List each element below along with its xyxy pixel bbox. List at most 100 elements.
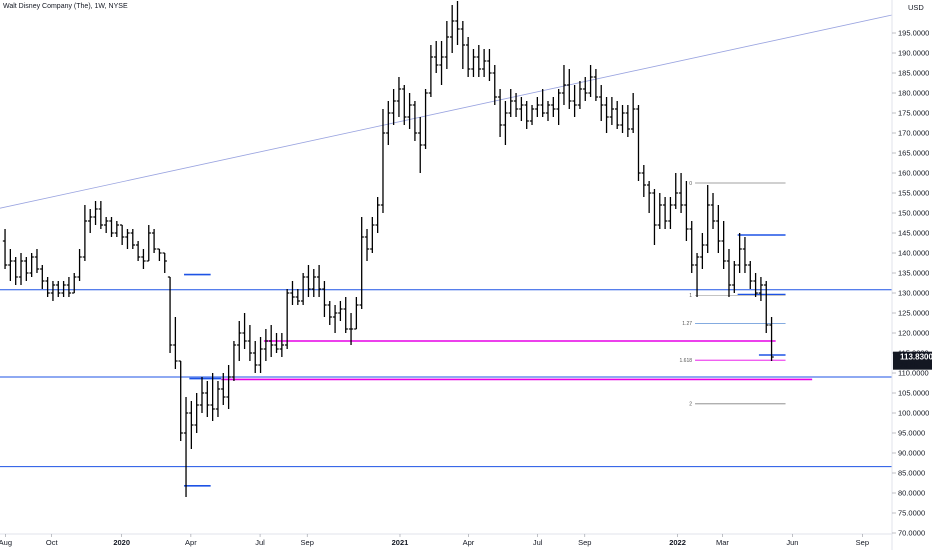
chart-title: Walt Disney Company (The), 1W, NYSE [3, 3, 128, 10]
ohlc-bar [274, 333, 279, 353]
ohlc-bar [354, 297, 359, 330]
ohlc-bar [375, 197, 380, 233]
ohlc-bar [189, 401, 194, 449]
ohlc-bar [545, 101, 551, 121]
y-tick-label: 195.0000 [898, 29, 929, 38]
ohlc-bar [418, 117, 423, 173]
ohlc-bar [508, 89, 513, 117]
ohlc-bar [439, 41, 444, 85]
ohlc-bar [556, 89, 561, 125]
y-tick-label: 105.0000 [898, 389, 929, 398]
ohlc-bar [34, 249, 40, 273]
ohlc-bar [577, 81, 583, 109]
y-tick-label: 150.0000 [898, 209, 929, 218]
ohlc-bar [72, 273, 77, 294]
y-tick-label: 100.0000 [898, 409, 929, 418]
ohlc-bar [625, 105, 631, 137]
ohlc-bar [599, 85, 604, 121]
x-tick-label: Sep [856, 538, 869, 547]
ohlc-bar [519, 97, 524, 121]
y-tick-label: 75.0000 [898, 509, 925, 518]
x-tick-label: 2021 [392, 538, 409, 547]
ohlc-bar [423, 89, 428, 149]
ohlc-bar [61, 281, 66, 297]
bar-countdown: 2d 6h [900, 363, 918, 370]
ohlc-bar [103, 217, 109, 233]
ohlc-bar [513, 93, 519, 117]
y-tick-label: 80.0000 [898, 489, 925, 498]
y-tick-label: 70.0000 [898, 529, 925, 538]
ohlc-bar [2, 229, 8, 269]
ohlc-bar [279, 333, 285, 357]
ohlc-bar [497, 89, 503, 137]
y-tick-label: 85.0000 [898, 469, 925, 478]
ohlc-bar [412, 101, 418, 141]
x-tick-label: Jun [786, 538, 798, 547]
y-tick-label: 185.0000 [898, 69, 929, 78]
x-tick-label: Sep [578, 538, 591, 547]
ohlc-bar [338, 301, 343, 321]
ohlc-bar [98, 201, 104, 229]
ohlc-bar [151, 229, 157, 253]
ohlc-bar [668, 197, 673, 229]
x-tick-label: Mar [716, 538, 729, 547]
ohlc-bar [764, 281, 769, 333]
ohlc-bar [444, 21, 450, 69]
ohlc-bar [609, 97, 615, 125]
x-tick-label: Oct [46, 538, 59, 547]
ohlc-bar [332, 305, 338, 333]
fib-labels: 0 1 1.27 1.618 2 [680, 181, 693, 408]
fib-level-label: 1.27 [682, 321, 692, 327]
ohlc-bar [88, 209, 93, 233]
ohlc-bar [364, 229, 370, 261]
ohlc-bar [210, 373, 215, 421]
ohlc-bar [146, 225, 151, 262]
ohlc-bar [662, 197, 668, 229]
y-tick-label: 135.0000 [898, 269, 929, 278]
ohlc-bar [194, 393, 199, 433]
trend-line[interactable] [0, 14, 893, 209]
ohlc-bar [614, 101, 620, 129]
ohlc-bar [652, 189, 657, 245]
ohlc-bar [135, 241, 141, 261]
ohlc-bars [2, 1, 774, 497]
ohlc-bar [263, 329, 269, 361]
price-axis[interactable]: 70.0000 75.0000 80.0000 85.0000 90.0000 95.00… [892, 29, 929, 538]
ohlc-bar [689, 221, 694, 273]
ohlc-bar [684, 181, 689, 241]
ohlc-bar [481, 49, 487, 77]
ohlc-bar [199, 377, 205, 413]
ohlc-bar [348, 313, 354, 345]
ohlc-bar [386, 101, 391, 145]
last-price-box [893, 351, 932, 370]
ohlc-bar [748, 261, 753, 289]
ohlc-bar [66, 277, 72, 297]
ohlc-bar [173, 317, 178, 369]
y-tick-label: 140.0000 [898, 249, 929, 258]
ohlc-bar [657, 193, 662, 229]
time-axis[interactable]: Aug Oct 2020 Apr Jul Sep 2021 Apr Jul Sep 2022 Mar J… [0, 534, 869, 547]
ohlc-bar [551, 97, 556, 117]
ohlc-bar [726, 249, 732, 297]
ohlc-bar [221, 373, 226, 405]
ohlc-bar [487, 49, 492, 81]
ohlc-bar [119, 224, 125, 245]
x-tick-label: 2022 [669, 538, 686, 547]
ohlc-bar [284, 289, 290, 349]
ohlc-bar [295, 289, 301, 305]
ohlc-bar [114, 221, 120, 237]
x-tick-label: Apr [463, 538, 475, 547]
ohlc-bar [492, 65, 497, 105]
ohlc-bar [268, 325, 274, 357]
y-tick-label: 145.0000 [898, 229, 929, 238]
y-tick-label: 190.0000 [898, 49, 929, 58]
ohlc-bar [93, 201, 98, 225]
ohlc-bar [231, 341, 237, 381]
ohlc-bar [742, 237, 748, 273]
drawing-layer [0, 14, 893, 487]
ohlc-bar [449, 5, 455, 53]
ohlc-bar [8, 249, 13, 281]
